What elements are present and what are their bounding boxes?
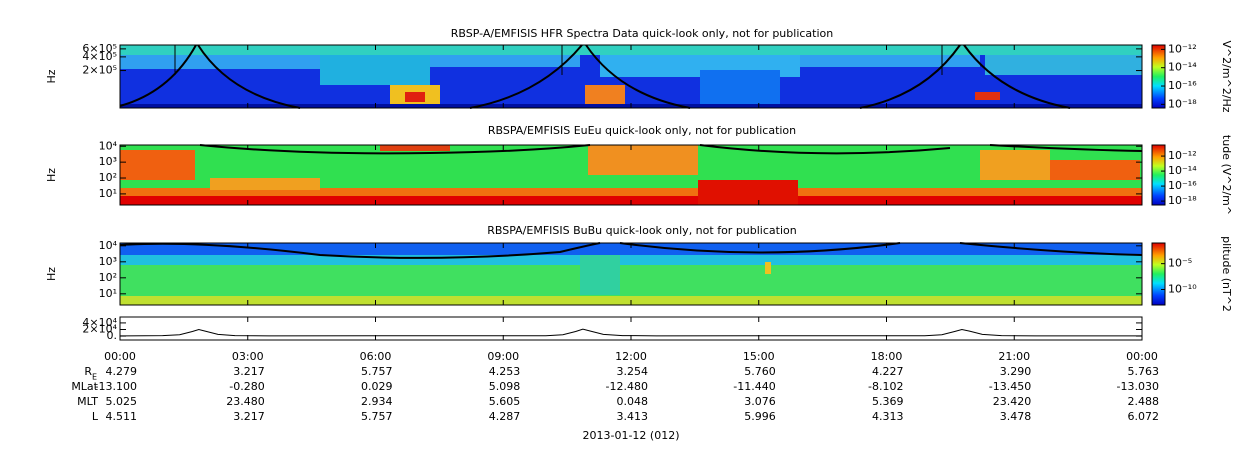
ephemeris-value: -0.280 — [229, 380, 264, 393]
row-label: L — [92, 410, 99, 423]
ephemeris-value: -11.440 — [733, 380, 775, 393]
y-tick-label: 10¹ — [99, 287, 117, 300]
colorbar-tick-label: 10⁻¹⁶ — [1168, 79, 1197, 92]
ephemeris-value: 0.029 — [361, 380, 393, 393]
ephemeris-value: 3.076 — [744, 395, 776, 408]
x-tick-label: 18:00 — [871, 350, 903, 363]
x-tick-label: 00:00 — [1126, 350, 1158, 363]
ephemeris-value: 2.934 — [361, 395, 393, 408]
y-tick-label: 2×10⁴ — [82, 322, 117, 335]
row-label-subscript: E — [92, 373, 97, 382]
colorbar-tick-label: 10⁻¹⁸ — [1168, 97, 1197, 110]
colorbar-label: tude (V^2/m^ — [1220, 135, 1233, 215]
row-label: MLT — [77, 395, 98, 408]
ephemeris-value: -13.030 — [1117, 380, 1159, 393]
colorbar-tick-label: 10⁻¹⁴ — [1168, 164, 1197, 177]
x-tick-label: 21:00 — [998, 350, 1030, 363]
spectrogram-image — [119, 242, 1143, 305]
ephemeris-value: 5.996 — [744, 410, 776, 423]
ephemeris-value: 4.313 — [872, 410, 904, 423]
ephemeris-value: 5.760 — [744, 365, 776, 378]
ephemeris-value: 5.025 — [106, 395, 138, 408]
ephemeris-value: -12.480 — [606, 380, 648, 393]
colorbar — [1151, 44, 1166, 109]
colorbar-tick-label: 10⁻¹⁸ — [1168, 194, 1197, 207]
ephemeris-value: 3.413 — [617, 410, 649, 423]
y-tick-label: 4×10⁴ — [82, 316, 117, 329]
ephemeris-value: 4.511 — [106, 410, 138, 423]
y-tick-label: 10³ — [99, 155, 117, 168]
y-axis-label: Hz — [45, 168, 58, 182]
panel-title: RBSP-A/EMFISIS HFR Spectra Data quick-lo… — [451, 27, 834, 40]
ephemeris-value: 4.279 — [106, 365, 138, 378]
ephemeris-value: 5.369 — [872, 395, 904, 408]
ephemeris-value: 3.217 — [233, 410, 265, 423]
panel-title: RBSPA/EMFISIS EuEu quick-look only, not … — [488, 124, 796, 137]
x-tick-label: 15:00 — [743, 350, 775, 363]
x-tick-label: 06:00 — [360, 350, 392, 363]
colorbar-label: plitude (nT^2 — [1220, 236, 1233, 312]
ephemeris-value: 5.757 — [361, 410, 393, 423]
colorbar-tick-label: 10⁻¹² — [1168, 149, 1197, 162]
colorbar-label: V^2/m^2/Hz — [1220, 40, 1233, 112]
y-axis-label: Hz — [45, 267, 58, 281]
y-tick-label: 2×10⁵ — [82, 64, 117, 77]
y-tick-label: 10² — [99, 171, 117, 184]
colorbar-tick-label: 10⁻¹⁴ — [1168, 61, 1197, 74]
ephemeris-value: 23.480 — [226, 395, 265, 408]
ephemeris-value: 5.605 — [489, 395, 521, 408]
ephemeris-value: 5.098 — [489, 380, 521, 393]
colorbar-tick-label: 10⁻¹⁶ — [1168, 179, 1197, 192]
y-tick-label: 10¹ — [99, 187, 117, 200]
ephemeris-value: 4.253 — [489, 365, 521, 378]
panel-title: RBSPA/EMFISIS BuBu quick-look only, not … — [487, 224, 797, 237]
ephemeris-value: 4.227 — [872, 365, 904, 378]
axes: RBSP-A/EMFISIS HFR Spectra Data quick-lo… — [45, 27, 1233, 442]
line-series — [119, 328, 1143, 337]
ephemeris-value: 6.072 — [1128, 410, 1160, 423]
ephemeris-value: 3.217 — [233, 365, 265, 378]
date-label: 2013-01-12 (012) — [582, 429, 679, 442]
ephemeris-value: -13.100 — [95, 380, 137, 393]
colorbar-tick-label: 10⁻⁵ — [1168, 257, 1192, 270]
spectrogram-image — [120, 144, 1143, 205]
y-tick-label: 10⁴ — [99, 239, 118, 252]
y-tick-label: 4×10⁵ — [82, 50, 117, 63]
spectrogram-image — [119, 44, 1142, 109]
colorbar-tick-label: 10⁻¹² — [1168, 42, 1197, 55]
y-tick-label: 6×10⁵ — [82, 42, 117, 55]
ephemeris-value: 5.763 — [1128, 365, 1160, 378]
x-tick-label: 03:00 — [232, 350, 264, 363]
colorbar — [1151, 242, 1166, 306]
ephemeris-value: 3.254 — [617, 365, 649, 378]
y-axis-label: Hz — [45, 69, 58, 83]
x-tick-label: 00:00 — [104, 350, 136, 363]
ephemeris-value: -13.450 — [989, 380, 1031, 393]
ephemeris-value: 23.420 — [993, 395, 1032, 408]
colorbar — [1151, 144, 1166, 206]
ephemeris-value: 4.287 — [489, 410, 521, 423]
ephemeris-value: -8.102 — [868, 380, 903, 393]
ephemeris-value: 3.478 — [1000, 410, 1032, 423]
ephemeris-value: 0.048 — [617, 395, 649, 408]
ephemeris-value: 5.757 — [361, 365, 393, 378]
y-tick-label: 10⁴ — [99, 139, 118, 152]
row-label: MLat — [71, 380, 98, 393]
row-label: R — [84, 365, 92, 378]
ephemeris-value: 2.488 — [1128, 395, 1160, 408]
ephemeris-value: 3.290 — [1000, 365, 1032, 378]
colorbar-tick-label: 10⁻¹⁰ — [1168, 283, 1197, 296]
x-tick-label: 09:00 — [487, 350, 519, 363]
y-tick-label: 0. — [107, 329, 118, 342]
y-tick-label: 10³ — [99, 255, 117, 268]
y-tick-label: 10² — [99, 271, 117, 284]
x-tick-label: 12:00 — [615, 350, 647, 363]
